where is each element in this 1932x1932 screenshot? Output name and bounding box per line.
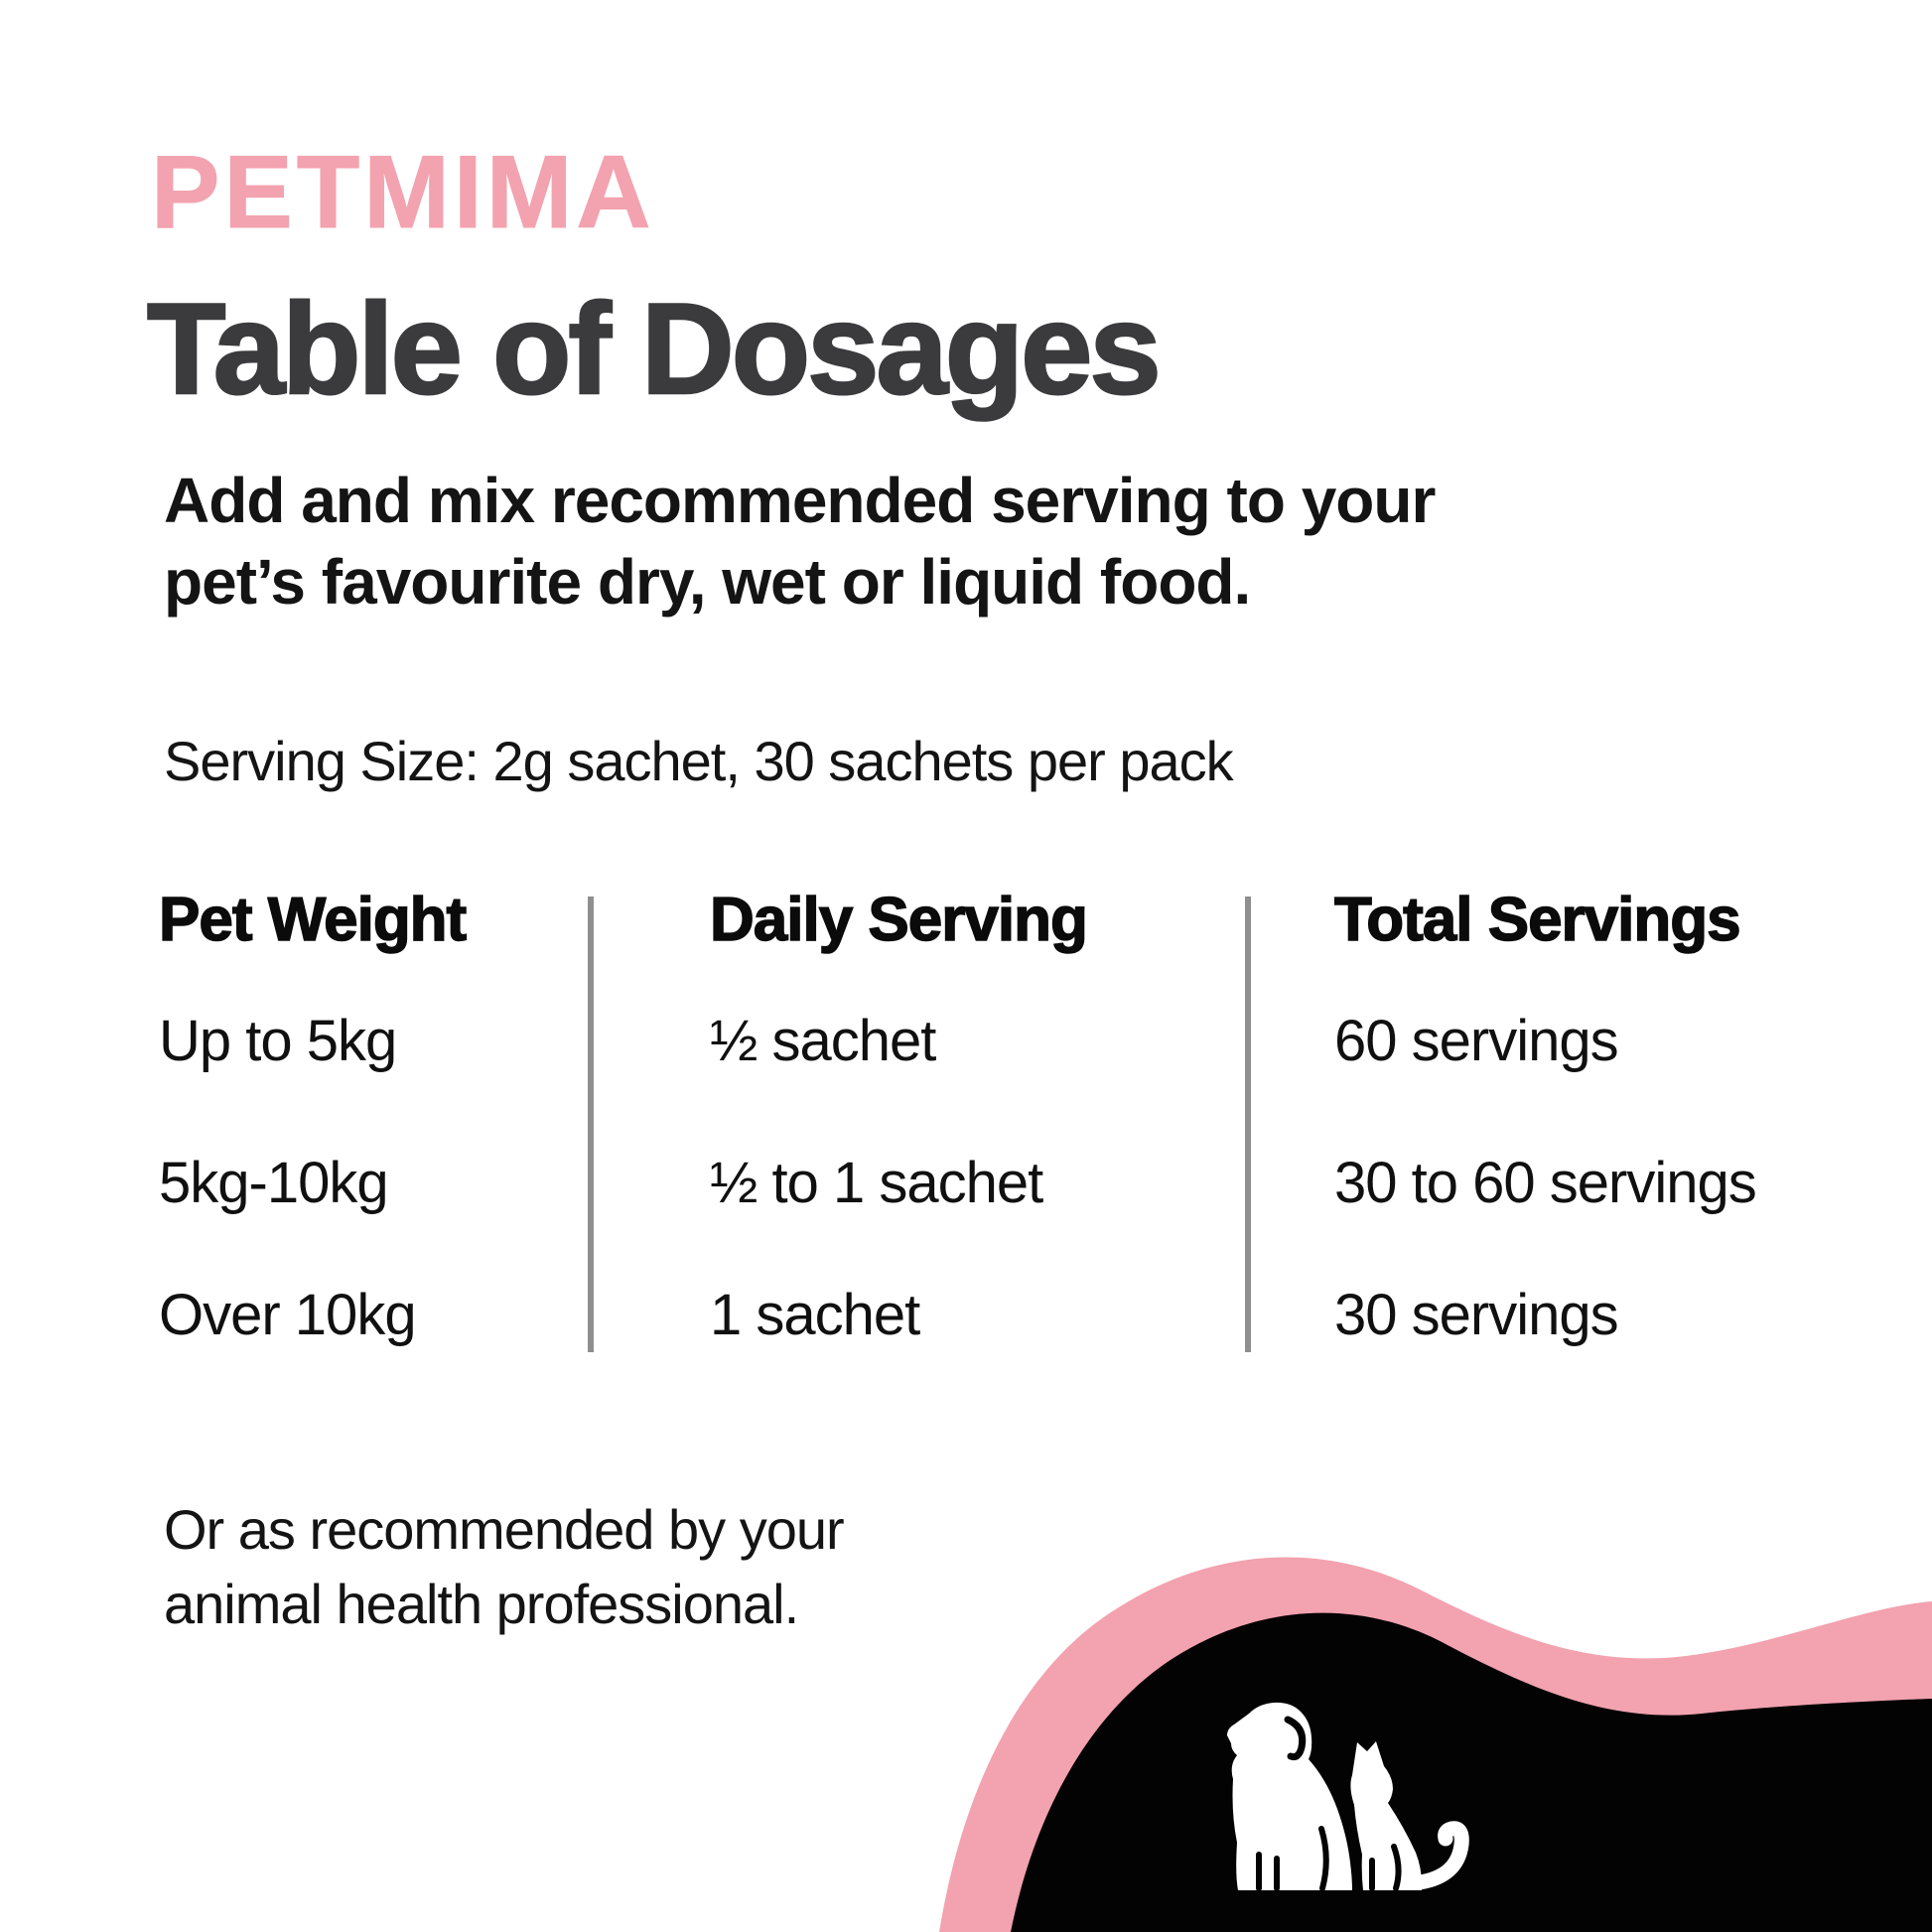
dog-icon — [1227, 1702, 1352, 1891]
table-cell: 60 servings — [1334, 1009, 1619, 1073]
cat-icon — [1350, 1741, 1469, 1891]
table-cell: 5kg-10kg — [159, 1151, 389, 1215]
footnote-text: Or as recommended by your animal health … — [164, 1498, 845, 1635]
table-cell: 30 servings — [1334, 1283, 1619, 1347]
table-cell: Over 10kg — [159, 1283, 417, 1347]
serving-size-text: Serving Size: 2g sachet, 30 sachets per … — [164, 730, 1234, 792]
intro-text: Add and mix recommended serving to your … — [164, 465, 1436, 618]
table-divider — [1245, 897, 1251, 1352]
column-header-pet-weight: Pet Weight — [158, 886, 468, 954]
table-cell: Up to 5kg — [159, 1009, 397, 1073]
column-header-daily-serving: Daily Serving — [709, 886, 1088, 954]
table-cell: ½ sachet — [710, 1009, 936, 1073]
table-cell: ½ to 1 sachet — [710, 1151, 1043, 1215]
brand-logo: PETMIMA — [151, 135, 655, 250]
column-header-total-servings: Total Servings — [1333, 886, 1741, 954]
table-cell: 1 sachet — [710, 1283, 920, 1347]
table-divider — [588, 897, 594, 1352]
table-cell: 30 to 60 servings — [1334, 1151, 1757, 1215]
page-title: Table of Dosages — [146, 276, 1163, 421]
